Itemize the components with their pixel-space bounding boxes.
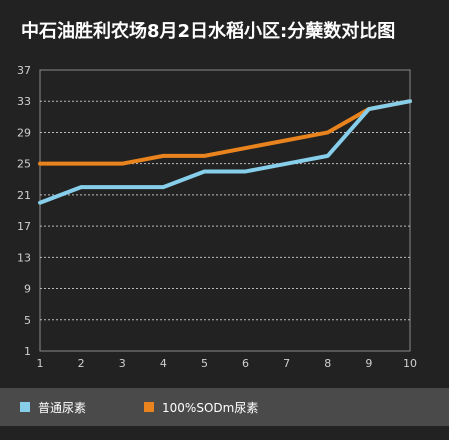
- y-tick-label: 37: [17, 64, 31, 77]
- legend-label: 100%SODm尿素: [162, 400, 259, 415]
- x-tick-label: 9: [365, 357, 372, 370]
- series-line-2: [38, 99, 412, 166]
- legend-item-2[interactable]: 100%SODm尿素: [144, 399, 258, 416]
- x-tick-label: 1: [37, 357, 44, 370]
- legend-item-1[interactable]: 普通尿素: [20, 399, 86, 416]
- x-tick-label: 8: [324, 357, 331, 370]
- y-tick-label: 33: [17, 95, 31, 108]
- x-tick-label: 5: [201, 357, 208, 370]
- legend-swatch: [144, 402, 155, 412]
- x-tick-label: 7: [283, 357, 290, 370]
- x-tick-label: 3: [119, 357, 126, 370]
- y-tick-label: 9: [24, 283, 31, 296]
- x-tick-label: 2: [78, 357, 85, 370]
- x-tick-label: 10: [403, 357, 417, 370]
- plot-area-border: [39, 69, 411, 352]
- y-tick-label: 29: [17, 126, 31, 139]
- chart-legend: 普通尿素 100%SODm尿素: [0, 388, 449, 426]
- series-line-1: [38, 99, 412, 205]
- y-tick-label: 17: [17, 220, 31, 233]
- y-tick-label: 1: [24, 345, 31, 358]
- x-tick-label: 6: [242, 357, 249, 370]
- y-tick-label: 5: [24, 314, 31, 327]
- y-tick-label: 21: [17, 189, 31, 202]
- y-tick-label: 13: [17, 251, 31, 264]
- legend-swatch: [20, 402, 30, 412]
- chart-title: 中石油胜利农场8月2日水稻小区:分蘖数对比图: [21, 21, 396, 42]
- line-chart: 1 5 9 13 17 21 25 29 33 37 1 2 3 4 5 6 7 8 9 10: [17, 64, 417, 370]
- legend-label: 普通尿素: [38, 400, 87, 415]
- x-tick-label: 4: [160, 357, 167, 370]
- y-tick-label: 25: [17, 158, 31, 171]
